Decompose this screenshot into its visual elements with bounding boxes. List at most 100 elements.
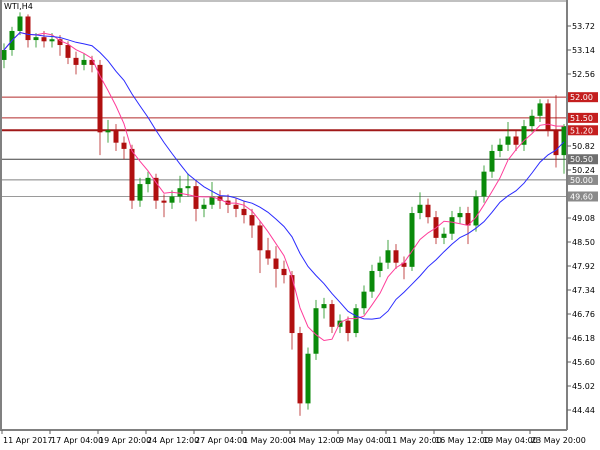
level-badge-label: 49.60: [570, 192, 593, 201]
candle-body: [449, 217, 455, 234]
candle-body: [305, 353, 311, 404]
level-badge: [568, 191, 598, 202]
candle-body: [377, 262, 383, 271]
candle-body: [249, 215, 255, 226]
y-tick-label: 47.92: [572, 262, 595, 271]
y-tick-label: 53.14: [572, 46, 595, 55]
slow-ma-line: [3, 31, 565, 320]
candle-body: [209, 196, 215, 205]
candle-body: [313, 308, 319, 354]
x-tick-label: 11 May 20:00: [387, 436, 442, 445]
candle-body: [417, 204, 423, 214]
candle-body: [505, 136, 511, 145]
x-tick-label: 19 May 04:00: [483, 436, 538, 445]
candle-body: [361, 291, 367, 309]
y-tick-label: 53.72: [572, 22, 595, 31]
candle-body: [145, 177, 151, 185]
candle-body: [257, 225, 263, 251]
candle-body: [329, 304, 335, 327]
level-badge-label: 50.50: [570, 155, 593, 164]
candle-body: [553, 130, 559, 156]
candle-body: [49, 39, 55, 42]
y-tick-label: 48.50: [572, 238, 595, 247]
candle-body: [217, 196, 223, 201]
x-tick-label: 17 Apr 04:00: [51, 436, 103, 445]
x-tick-label: 24 Apr 12:00: [147, 436, 199, 445]
level-badge: [568, 174, 598, 185]
candle-body: [369, 270, 375, 292]
candle-body: [201, 204, 207, 209]
candle-body: [481, 171, 487, 197]
candle-body: [529, 115, 535, 127]
candle-body: [57, 39, 63, 46]
candle-body: [105, 130, 111, 133]
candle-body: [1, 50, 7, 60]
x-tick-label: 1 May 20:00: [243, 436, 293, 445]
y-tick-label: 46.18: [572, 334, 595, 343]
candle-body: [297, 333, 303, 404]
candle-body: [353, 308, 359, 334]
candle-body: [465, 213, 471, 226]
candle-body: [233, 204, 239, 209]
candle-body: [41, 37, 47, 42]
candle-body: [185, 186, 191, 189]
candle-body: [121, 142, 127, 149]
y-tick-label: 52.56: [572, 70, 595, 79]
x-tick-label: 27 Apr 04:00: [195, 436, 247, 445]
candle-body: [473, 196, 479, 226]
candle-body: [497, 144, 503, 151]
candle-body: [545, 103, 551, 131]
candle-body: [89, 59, 95, 65]
x-tick-label: 4 May 12:00: [291, 436, 341, 445]
y-tick-label: 45.60: [572, 358, 595, 367]
candle-body: [441, 233, 447, 238]
candle-body: [401, 262, 407, 267]
candle-body: [137, 184, 143, 201]
level-badge: [568, 125, 598, 136]
candle-body: [385, 250, 391, 263]
candle-body: [521, 126, 527, 145]
y-tick-label: 47.34: [572, 286, 595, 295]
candle-body: [425, 204, 431, 218]
x-tick-label: 19 Apr 20:00: [99, 436, 151, 445]
level-badge: [568, 154, 598, 165]
y-tick-label: 49.08: [572, 214, 595, 223]
candle-body: [281, 268, 287, 276]
candle-body: [273, 258, 279, 269]
candle-body: [345, 320, 351, 334]
y-tick-label: 50.24: [572, 166, 595, 175]
x-tick-label: 16 May 12:00: [435, 436, 490, 445]
x-tick-label: 9 May 04:00: [339, 436, 389, 445]
candle-body: [265, 250, 271, 259]
candle-body: [409, 213, 415, 267]
level-badge-label: 50.00: [570, 176, 593, 185]
level-badge: [568, 112, 598, 123]
level-badge-label: 51.50: [570, 114, 593, 123]
y-tick-label: 44.44: [572, 406, 595, 415]
level-badge-label: 52.00: [570, 93, 593, 102]
candle-body: [17, 16, 23, 31]
candle-body: [457, 213, 463, 218]
candle-body: [169, 196, 175, 203]
candle-body: [129, 148, 135, 201]
candle-body: [177, 188, 183, 197]
fast-ma-line: [3, 31, 564, 342]
candle-body: [289, 275, 295, 334]
candle-body: [65, 45, 71, 58]
candle-body: [193, 186, 199, 209]
candle-body: [321, 304, 327, 309]
chart-title: WTI,H4: [4, 2, 33, 11]
x-tick-label: 11 Apr 2017: [3, 436, 52, 445]
candle-body: [513, 136, 519, 145]
x-tick-label: 23 May 20:00: [531, 436, 586, 445]
y-tick-label: 46.76: [572, 310, 595, 319]
level-badge: [568, 92, 598, 103]
candle-body: [97, 64, 103, 133]
candle-body: [73, 57, 79, 65]
candle-body: [489, 150, 495, 172]
candle-body: [161, 200, 167, 203]
candle-body: [81, 59, 87, 65]
candle-body: [113, 130, 119, 143]
